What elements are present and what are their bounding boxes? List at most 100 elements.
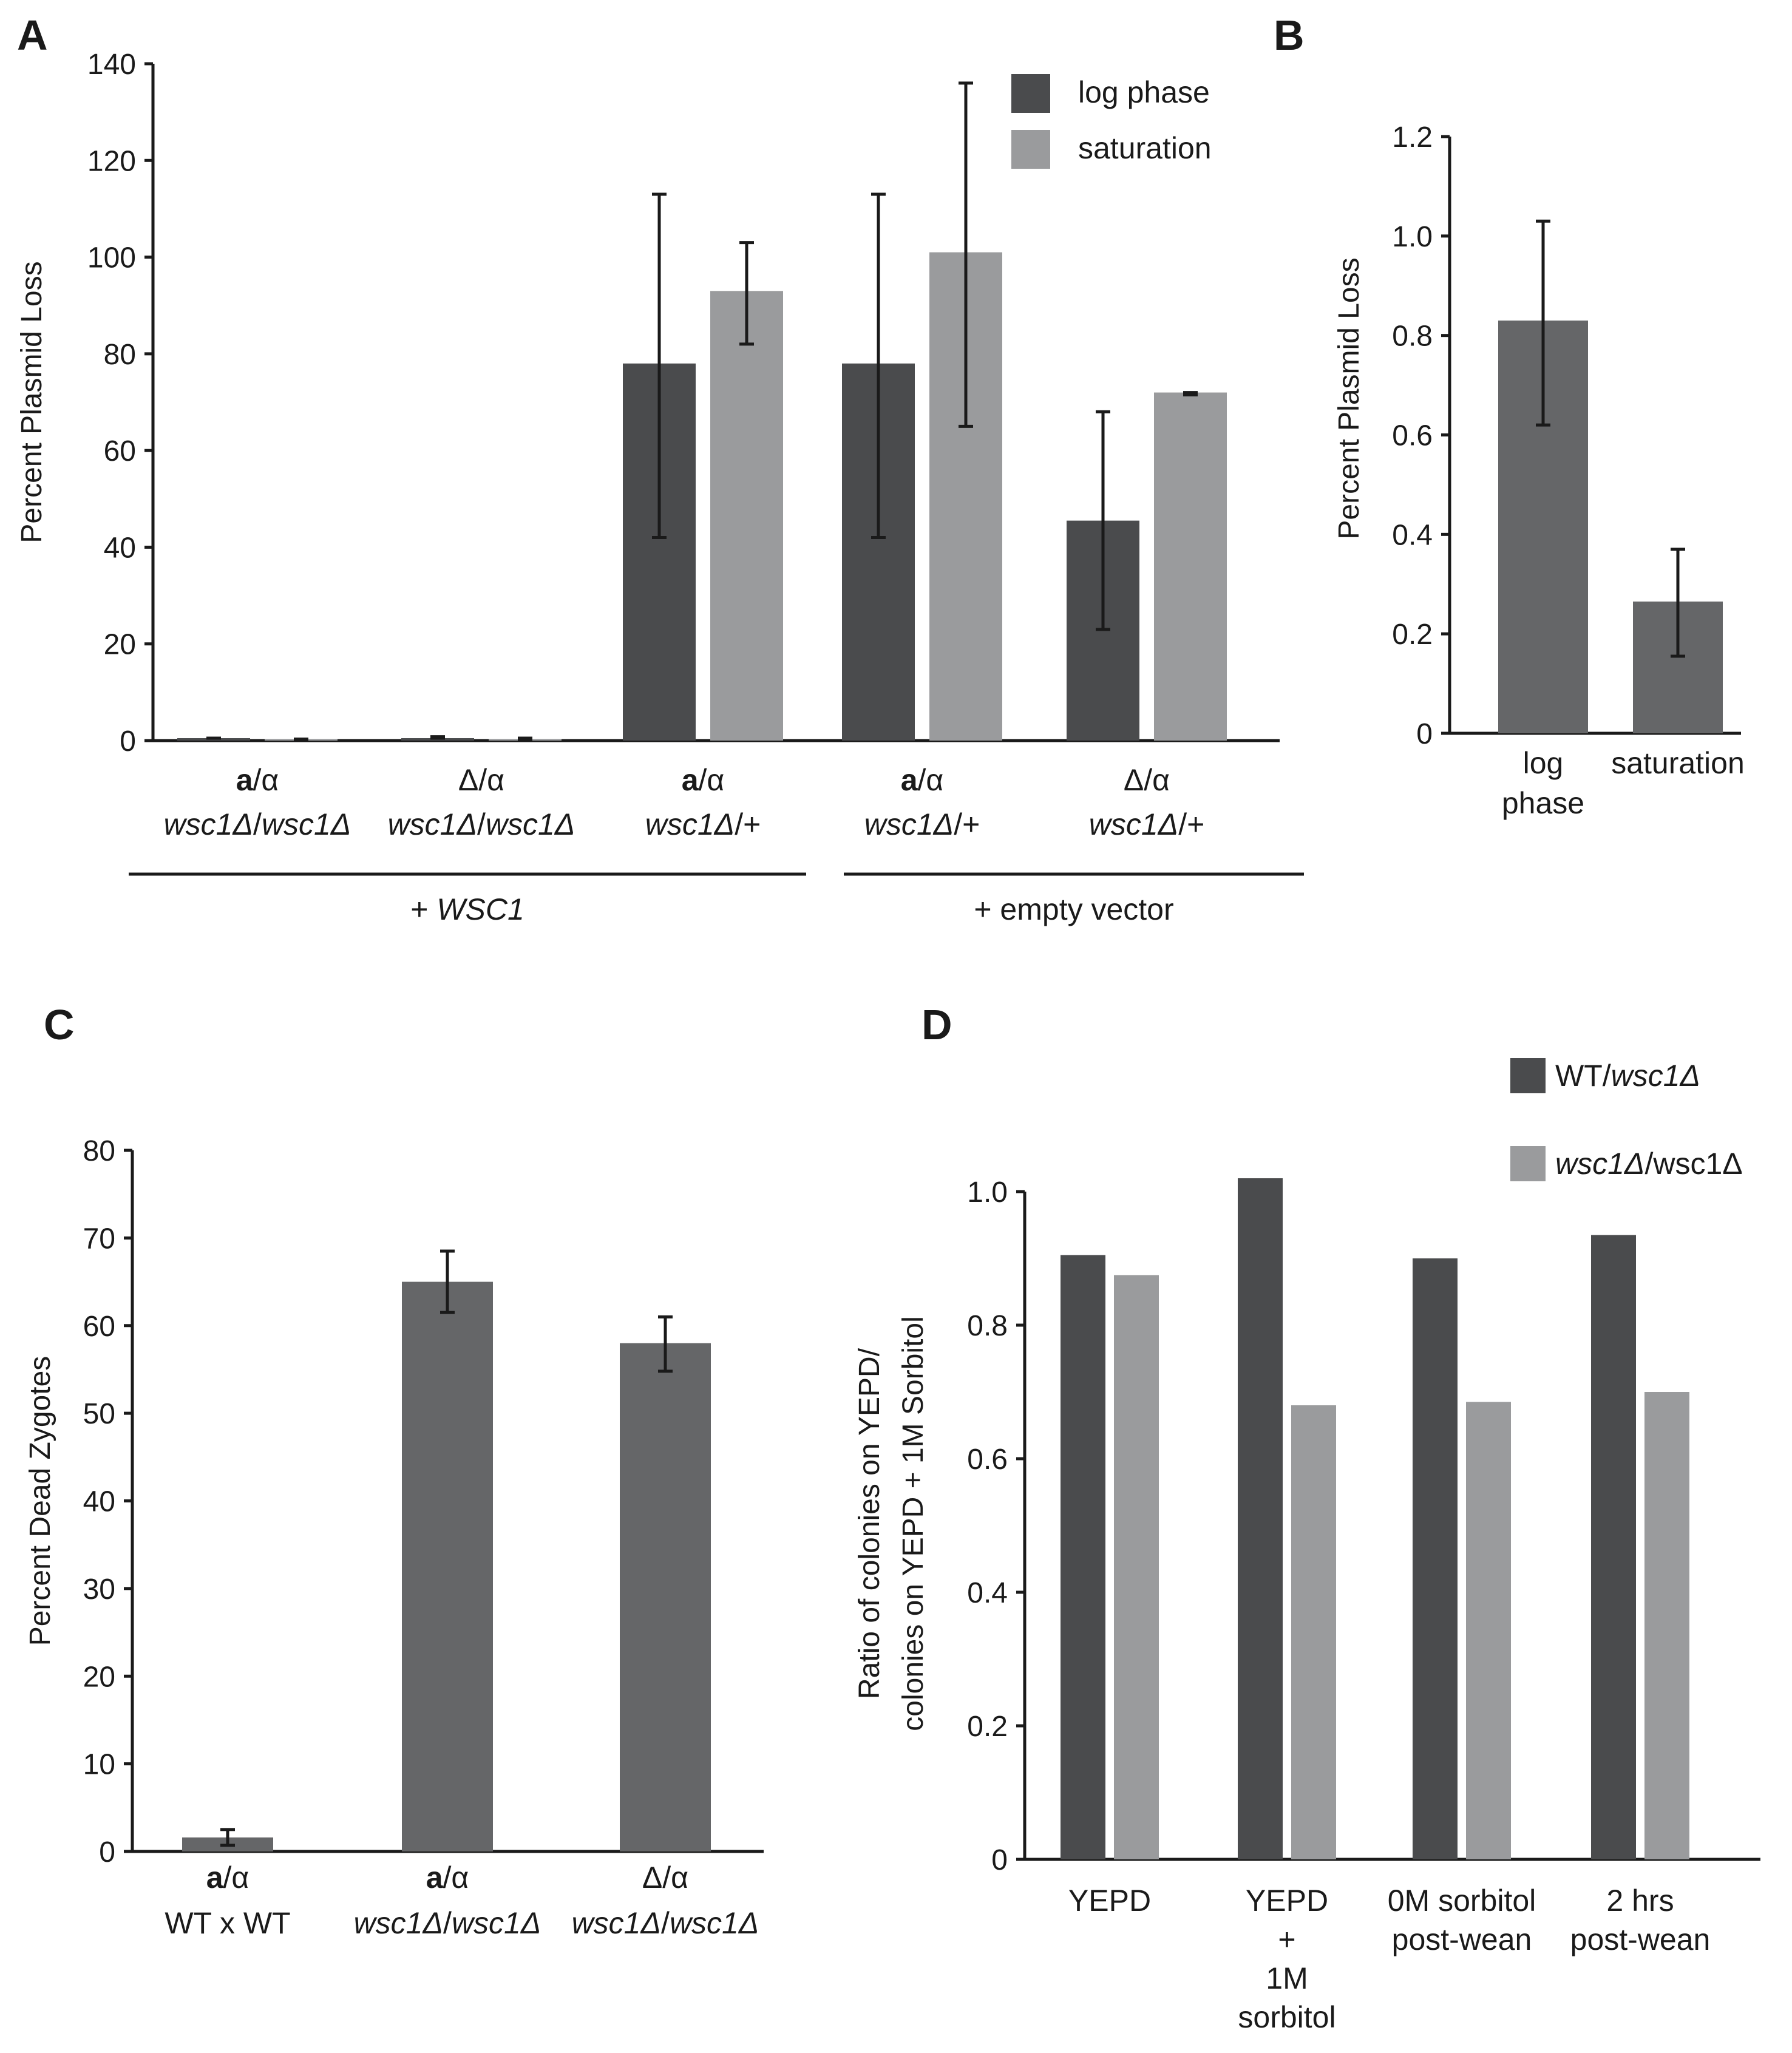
panel-c-chart: 0 10 20 30 40 50 60 70 80 Percent Dead Zygotes a/α…	[24, 1135, 764, 1940]
category-label-rest: /α	[443, 1861, 469, 1895]
bar-series-2	[1114, 1275, 1159, 1859]
legend-label: WT/wsc1Δ	[1555, 1059, 1700, 1093]
group-label-prefix: + empty vector	[974, 892, 1173, 926]
y-tick-label: 0	[1416, 718, 1433, 750]
legend-italic: wsc1Δ	[1555, 1147, 1644, 1181]
category-label-line2: wsc1Δ/wsc1Δ	[572, 1906, 759, 1940]
category-label-rest: Δ/α	[458, 763, 504, 797]
y-tick-label: 20	[83, 1661, 115, 1693]
category-label-italic: wsc1Δ	[572, 1906, 661, 1940]
bar-series-1	[1238, 1178, 1283, 1859]
category-label-plain: /+	[954, 807, 980, 841]
y-tick-label: 0	[99, 1836, 115, 1868]
bar-series-1	[1061, 1255, 1105, 1859]
category-label-plain: /	[253, 807, 262, 841]
category-label-rest: /α	[253, 763, 279, 797]
category-label: sorbitol	[1238, 2000, 1336, 2034]
category-label-italic: wsc1Δ	[645, 807, 735, 841]
legend-italic2: wsc1Δ	[1611, 1059, 1700, 1093]
y-tick-label: 1.0	[1392, 221, 1433, 253]
y-tick-label: 0	[991, 1844, 1008, 1876]
y-tick-label: 0.2	[967, 1711, 1008, 1743]
y-tick-label: 0.2	[1392, 619, 1433, 651]
category-label: phase	[1502, 786, 1584, 820]
category-label-line1: Δ/α	[1124, 763, 1170, 797]
category-label-line1: a/α	[901, 763, 944, 797]
y-tick-label: 0.6	[967, 1444, 1008, 1476]
category-label-line1: a/α	[426, 1861, 469, 1895]
category-label-bold: a	[236, 763, 254, 797]
y-axis-label: Ratio of colonies on YEPD/	[854, 1348, 886, 1699]
y-tick-label: 80	[104, 339, 136, 371]
y-tick-label: 80	[83, 1135, 115, 1167]
legend-swatch	[1510, 1146, 1546, 1181]
y-tick-label: 60	[83, 1311, 115, 1343]
category-label-line2: wsc1Δ/wsc1Δ	[388, 807, 575, 841]
legend-label: wsc1Δ/wsc1Δ	[1555, 1147, 1743, 1181]
y-tick-label: 50	[83, 1398, 115, 1430]
category-label: YEPD	[1246, 1884, 1328, 1918]
bar-series-2	[1291, 1405, 1336, 1859]
category-label-plain: /+	[735, 807, 761, 841]
panel-letter-b: B	[1274, 12, 1305, 59]
y-tick-label: 0.6	[1392, 420, 1433, 452]
category-label-line2: wsc1Δ/+	[645, 807, 761, 841]
category-label-bold: a	[901, 763, 918, 797]
panel-letter-c: C	[44, 1001, 75, 1048]
category-label: post-wean	[1392, 1922, 1532, 1956]
bar	[402, 1281, 493, 1851]
y-tick-label: 140	[87, 49, 136, 81]
category-label-line2: WT x WT	[165, 1906, 290, 1940]
legend-plain: /wsc1Δ	[1644, 1147, 1742, 1181]
bar-series-1	[1413, 1258, 1458, 1859]
category-label-bold: a	[682, 763, 699, 797]
panel-d-chart: 0 0.2 0.4 0.6 0.8 1.0 Ratio of colonies on YEP…	[854, 1058, 1760, 2034]
category-label-bold: a	[206, 1861, 224, 1895]
category-label: saturation	[1611, 746, 1745, 780]
bar-saturation	[1154, 392, 1227, 741]
category-label-italic2: wsc1Δ	[262, 807, 351, 841]
bar-series-2	[1644, 1392, 1689, 1859]
y-tick-label: 40	[83, 1486, 115, 1518]
y-tick-label: 40	[104, 532, 136, 564]
panel-letter-a: A	[17, 12, 48, 59]
category-label-rest: /α	[918, 763, 944, 797]
bar	[620, 1343, 711, 1851]
y-tick-label: 0.8	[1392, 321, 1433, 353]
y-tick-label: 0.8	[967, 1310, 1008, 1342]
category-label-rest: /α	[223, 1861, 249, 1895]
legend-swatch	[1011, 74, 1050, 113]
legend-swatch	[1510, 1058, 1546, 1093]
category-label-rest: Δ/α	[642, 1861, 688, 1895]
category-label-line1: a/α	[236, 763, 279, 797]
y-tick-label: 20	[104, 629, 136, 661]
legend-swatch	[1011, 130, 1050, 169]
y-tick-label: 10	[83, 1749, 115, 1781]
y-axis-label: Percent Plasmid Loss	[16, 261, 48, 543]
y-axis-label: Percent Dead Zygotes	[24, 1356, 56, 1646]
category-label: log	[1523, 746, 1564, 780]
y-axis-label: Percent Plasmid Loss	[1333, 257, 1365, 539]
category-label-italic2: wsc1Δ	[670, 1906, 759, 1940]
y-tick-label: 30	[83, 1573, 115, 1606]
category-label-line2: wsc1Δ/wsc1Δ	[164, 807, 351, 841]
category-label: 0M sorbitol	[1388, 1884, 1536, 1918]
category-label-line2: wsc1Δ/+	[864, 807, 980, 841]
bar-saturation	[710, 291, 783, 741]
category-label-italic: wsc1Δ	[1089, 807, 1178, 841]
category-label: 2 hrs	[1606, 1884, 1674, 1918]
category-label-rest: Δ/α	[1124, 763, 1170, 797]
bar-series-1	[1591, 1235, 1636, 1859]
category-label-plain: /	[661, 1906, 670, 1940]
group-label: + empty vector	[974, 892, 1173, 926]
y-tick-label: 1.0	[967, 1176, 1008, 1209]
category-label-line1: a/α	[682, 763, 725, 797]
category-label-line2: wsc1Δ/wsc1Δ	[354, 1906, 541, 1940]
category-label-line1: a/α	[206, 1861, 249, 1895]
category-label-line1: Δ/α	[458, 763, 504, 797]
y-tick-label: 100	[87, 242, 136, 274]
legend-label: saturation	[1078, 131, 1212, 165]
category-label-italic2: wsc1Δ	[486, 807, 575, 841]
